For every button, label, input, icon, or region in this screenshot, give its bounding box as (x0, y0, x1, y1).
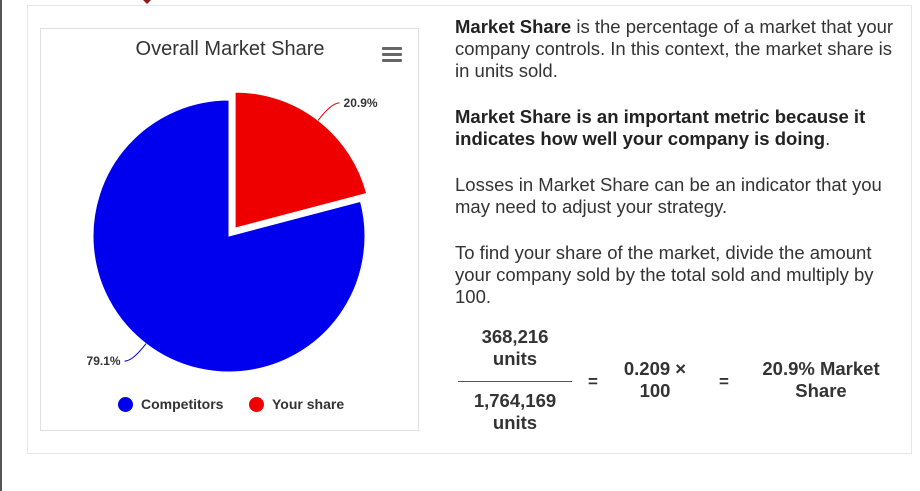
hamburger-menu-icon (382, 47, 402, 50)
denominator: 1,764,169 units (473, 390, 557, 433)
legend-item-competitors[interactable]: Competitors (118, 396, 223, 412)
chart-menu-button[interactable] (380, 44, 404, 66)
market-share-formula: 368,216 units 1,764,169 units = 0.209 × … (455, 326, 905, 441)
pie-slice-your-share[interactable] (234, 91, 368, 229)
legend-label-your-share: Your share (272, 396, 345, 412)
legend-marker-your-share (249, 396, 264, 412)
numerator: 368,216 units (481, 326, 549, 369)
term-market-share: Market Share (455, 16, 572, 37)
paragraph-importance: Market Share is an important metric beca… (455, 106, 866, 149)
legend-marker-competitors (118, 396, 133, 412)
explanation-text: Market Share is the percentage of a mark… (455, 16, 900, 332)
paragraph-method: To find your share of the market, divide… (455, 242, 874, 307)
pie-chart: 20.9% 79.1% (87, 91, 378, 373)
importance-text: Market Share is an important metric beca… (455, 106, 866, 149)
paragraph-losses: Losses in Market Share can be an indicat… (455, 174, 882, 217)
data-label-connector (317, 102, 340, 121)
fraction-bar (458, 381, 572, 382)
definition-text: is the percentage of a market that your … (455, 16, 894, 81)
legend-item-your-share[interactable]: Your share (249, 396, 344, 412)
paragraph-definition: Market Share is the percentage of a mark… (455, 16, 900, 82)
data-label-competitors: 79.1% (87, 354, 121, 368)
legend-label-competitors: Competitors (141, 396, 224, 412)
data-label-your-share: 20.9% (344, 96, 378, 110)
left-border (0, 0, 2, 491)
top-marker-icon (143, 0, 151, 4)
formula-result: 20.9% Market Share (762, 358, 880, 401)
equals-sign-1: = (588, 372, 598, 391)
equals-sign-2: = (719, 372, 729, 391)
decimal-times-100: 0.209 × 100 (623, 358, 687, 401)
data-label-connector (124, 343, 147, 362)
